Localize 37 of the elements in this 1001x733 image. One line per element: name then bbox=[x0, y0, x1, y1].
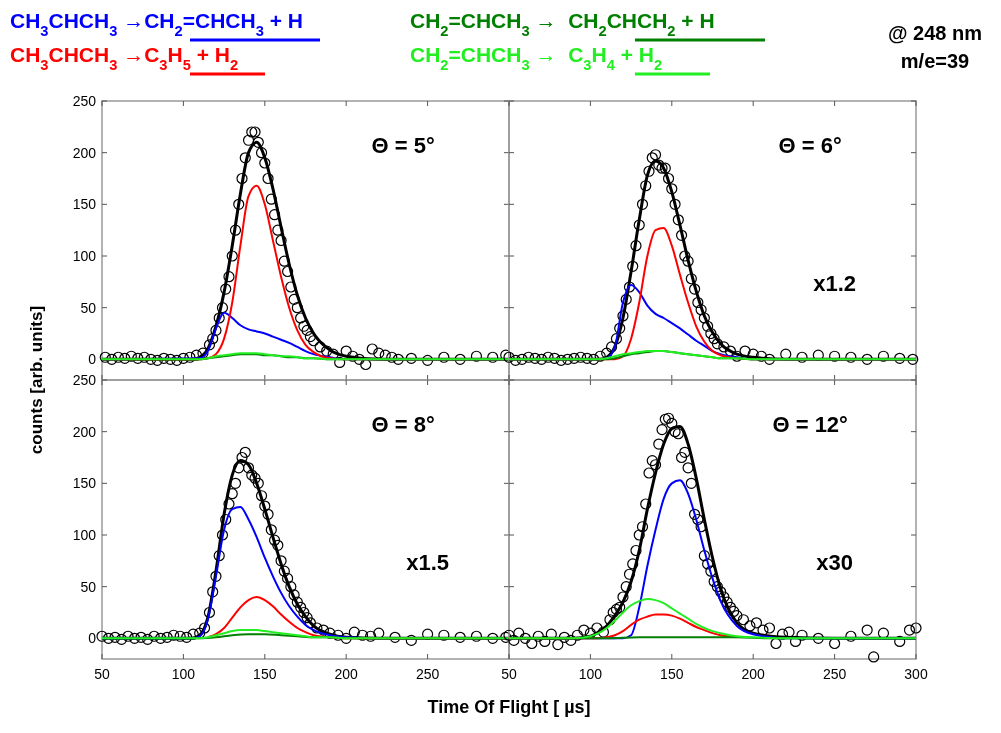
text: @ 248 nm bbox=[888, 22, 982, 44]
y-axis-title: counts [arb. units] bbox=[27, 305, 46, 455]
y-tick-label: 250 bbox=[72, 92, 97, 109]
text: CH$_{2}$=CHCH$_{3}$ → C$_{3}$H$_{4}$ + H$_{2}$ bbox=[410, 43, 663, 73]
annotation: x1.5 bbox=[406, 549, 450, 575]
text: CH$_{3}$CHCH$_{3}$ →C$_{3}$H$_{5}$ + H$_{2}$ bbox=[10, 43, 239, 73]
y-tick-label: 0 bbox=[88, 351, 97, 368]
annotation: x30 bbox=[816, 549, 853, 575]
x-tick-label: 150 bbox=[660, 666, 684, 682]
y-tick-label: 150 bbox=[72, 196, 97, 213]
text: CH$_{3}$CHCH$_{3}$ →CH$_{2}$=CHCH$_{3}$ + H bbox=[10, 9, 303, 39]
y-tick-label: 0 bbox=[88, 630, 97, 647]
y-tick-label: 150 bbox=[72, 475, 97, 492]
y-tick-label: 50 bbox=[80, 299, 97, 316]
x-tick-label: 250 bbox=[822, 666, 847, 682]
x-tick-label: 200 bbox=[334, 666, 359, 682]
x-tick-label: 100 bbox=[578, 666, 603, 682]
x-axis-title: Time Of Flight [ µs] bbox=[427, 697, 591, 717]
text: Θ = 12° bbox=[772, 412, 848, 437]
text: Θ = 5° bbox=[371, 133, 435, 158]
annotation: x1.2 bbox=[813, 270, 857, 296]
y-tick-label: 200 bbox=[72, 423, 97, 440]
x-tick-label: 100 bbox=[171, 666, 196, 682]
y-tick-label: 250 bbox=[72, 371, 97, 388]
x-tick-label: 50 bbox=[501, 666, 517, 682]
text: m/e=39 bbox=[900, 50, 970, 72]
x-tick-label: 150 bbox=[253, 666, 277, 682]
text: Θ = 8° bbox=[371, 412, 435, 437]
y-tick-label: 100 bbox=[72, 247, 97, 264]
y-tick-label: 200 bbox=[72, 144, 97, 161]
text: Θ = 6° bbox=[778, 133, 842, 158]
y-tick-label: 100 bbox=[72, 526, 97, 543]
x-tick-label: 200 bbox=[741, 666, 766, 682]
y-tick-label: 50 bbox=[80, 578, 97, 595]
text: CH$_{2}$=CHCH$_{3}$ → CH$_{2}$CHCH$_{2}$ + H bbox=[410, 9, 715, 39]
x-tick-label: 300 bbox=[904, 666, 928, 682]
x-tick-label: 250 bbox=[415, 666, 440, 682]
